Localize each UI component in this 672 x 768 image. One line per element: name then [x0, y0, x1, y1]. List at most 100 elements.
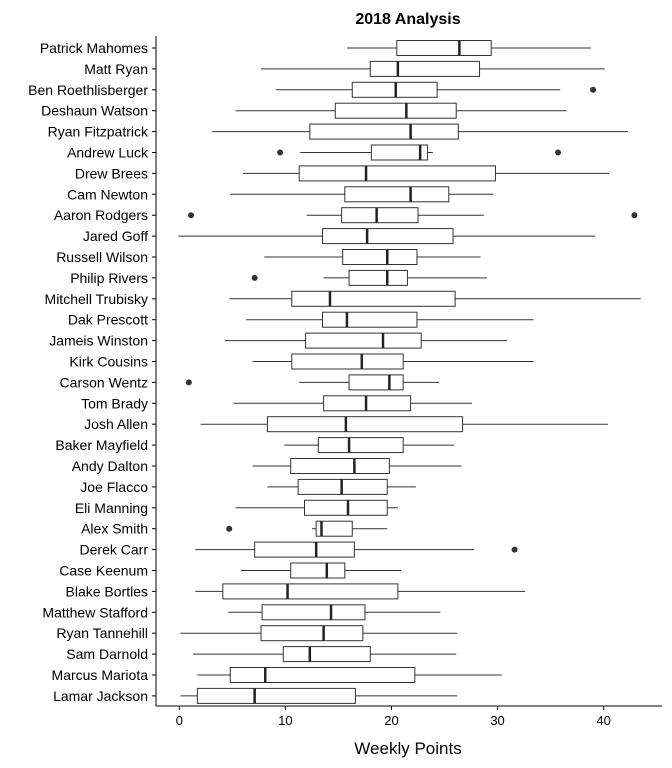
box-jameis-winston	[224, 332, 508, 349]
y-tick-label: Kirk Cousins	[69, 354, 148, 370]
outlier-point	[277, 149, 284, 156]
box-iqr	[344, 186, 450, 203]
box-iqr	[282, 646, 371, 663]
y-tick-label: Case Keenum	[59, 563, 148, 579]
box-drew-brees	[242, 165, 609, 182]
box-kirk-cousins	[252, 353, 534, 370]
box-ryan-tannehill	[180, 625, 458, 642]
box-dak-prescott	[246, 311, 534, 328]
x-tick-label: 20	[384, 713, 398, 728]
y-tick-label: Marcus Mariota	[52, 667, 149, 683]
x-tick-label: 0	[176, 713, 183, 728]
box-aaron-rodgers	[188, 207, 638, 224]
y-tick-label: Deshaun Watson	[41, 103, 148, 119]
box-matt-ryan	[261, 60, 605, 77]
y-tick-labels: Patrick Mahomes Matt Ryan Ben Roethlisberg…	[28, 40, 156, 704]
box-deshaun-watson	[235, 102, 567, 119]
y-tick-label: Drew Brees	[75, 165, 148, 181]
box-matthew-stafford	[228, 604, 441, 621]
box-iqr	[322, 228, 454, 245]
outlier-point	[555, 149, 562, 156]
y-tick-label: Mitchell Trubisky	[45, 291, 148, 307]
box-iqr	[291, 290, 456, 307]
x-tick-label: 10	[278, 713, 292, 728]
chart-title: 2018 Analysis	[355, 11, 460, 28]
y-tick-label: Aaron Rodgers	[54, 207, 148, 223]
box-iqr	[305, 332, 422, 349]
y-tick-label: Derek Carr	[80, 542, 149, 558]
y-tick-label: Andrew Luck	[67, 145, 149, 161]
y-tick-label: Matt Ryan	[84, 61, 148, 77]
box-iqr	[290, 562, 346, 579]
box-cam-newton	[230, 186, 494, 203]
box-case-keenum	[240, 562, 402, 579]
y-tick-label: Jameis Winston	[49, 333, 148, 349]
box-iqr	[229, 667, 416, 683]
outlier-point	[631, 212, 638, 219]
outlier-point	[251, 274, 258, 281]
y-tick-label: Ben Roethlisberger	[28, 82, 148, 98]
y-tick-label: Ryan Tannehill	[56, 625, 148, 641]
box-tom-brady	[233, 395, 473, 412]
y-tick-label: Eli Manning	[75, 500, 148, 516]
box-iqr	[266, 416, 464, 433]
box-andrew-luck	[277, 144, 562, 161]
plot-area	[178, 40, 641, 704]
y-tick-label: Matthew Stafford	[42, 604, 148, 620]
box-iqr	[334, 102, 457, 119]
x-ticks: 0 10 20 30 40	[176, 706, 611, 728]
y-tick-label: Joe Flacco	[80, 479, 148, 495]
box-andy-dalton	[252, 458, 462, 474]
box-baker-mayfield	[284, 437, 455, 454]
y-tick-label: Josh Allen	[84, 416, 148, 432]
y-tick-label: Andy Dalton	[72, 458, 148, 474]
y-tick-label: Dak Prescott	[68, 312, 148, 328]
box-iqr	[309, 123, 459, 140]
y-tick-label: Patrick Mahomes	[40, 40, 148, 56]
box-iqr	[322, 311, 418, 328]
box-iqr	[291, 353, 404, 370]
x-axis-label: Weekly Points	[354, 739, 461, 758]
y-tick-label: Lamar Jackson	[53, 688, 148, 704]
box-iqr	[196, 687, 356, 704]
box-ryan-fitzpatrick	[212, 123, 629, 140]
box-iqr	[254, 541, 355, 558]
outlier-point	[226, 525, 233, 532]
outlier-point	[185, 379, 192, 386]
y-tick-label: Philip Rivers	[70, 270, 148, 286]
box-derek-carr	[195, 541, 518, 558]
outlier-point	[511, 546, 518, 553]
box-iqr	[370, 144, 429, 161]
box-mitchell-trubisky	[229, 290, 641, 307]
box-russell-wilson	[264, 249, 481, 265]
x-tick-label: 40	[596, 713, 610, 728]
x-tick-label: 30	[490, 713, 504, 728]
box-lamar-jackson	[180, 687, 458, 704]
box-blake-bortles	[195, 583, 526, 600]
box-philip-rivers	[251, 269, 487, 286]
box-iqr	[348, 374, 404, 391]
box-carson-wentz	[185, 374, 440, 391]
box-iqr	[348, 269, 408, 286]
box-iqr	[261, 604, 366, 621]
box-marcus-mariota	[197, 667, 502, 683]
box-iqr	[290, 458, 390, 474]
box-eli-manning	[235, 499, 398, 516]
y-tick-label: Tom Brady	[81, 395, 148, 411]
box-iqr	[298, 165, 496, 182]
y-tick-label: Jared Goff	[83, 228, 148, 244]
box-patrick-mahomes	[346, 40, 591, 56]
y-tick-label: Ryan Fitzpatrick	[48, 124, 149, 140]
box-iqr	[369, 60, 481, 77]
box-iqr	[304, 499, 388, 516]
outlier-point	[188, 212, 195, 219]
box-iqr	[222, 583, 399, 600]
box-iqr	[342, 249, 418, 265]
y-tick-label: Blake Bortles	[66, 583, 148, 599]
box-ben-roethlisberger	[275, 81, 597, 98]
box-iqr	[315, 520, 353, 537]
box-joe-flacco	[267, 478, 416, 495]
box-sam-darnold	[193, 646, 457, 663]
box-iqr	[317, 437, 404, 454]
